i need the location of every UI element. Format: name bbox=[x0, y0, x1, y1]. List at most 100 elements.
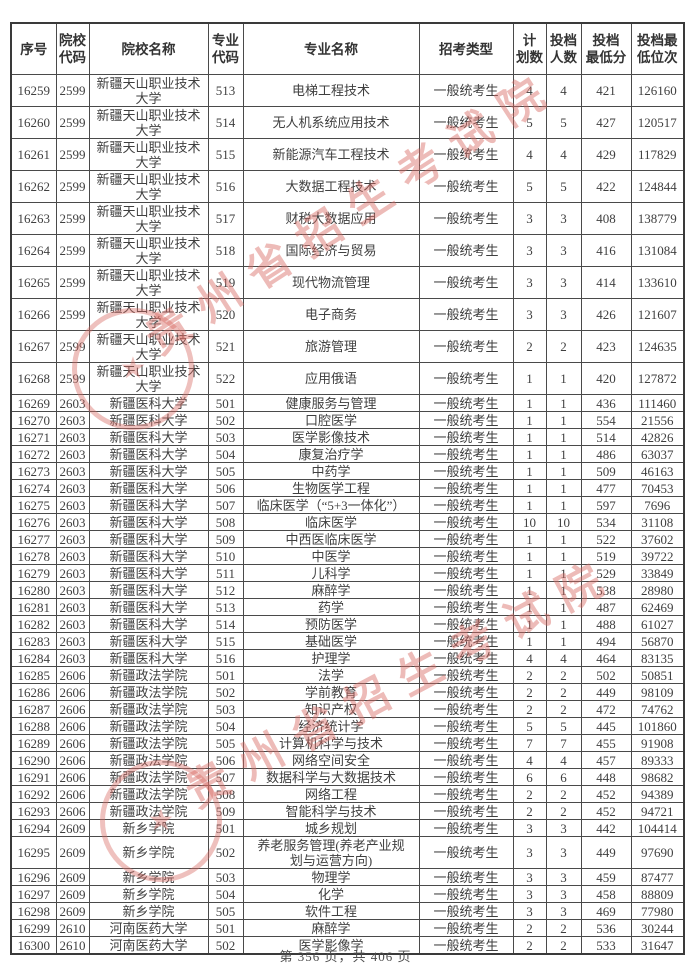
table-cell: 2599 bbox=[55, 106, 90, 139]
table-cell: 514 bbox=[580, 428, 632, 446]
table-cell: 436 bbox=[580, 394, 632, 412]
table-cell: 2 bbox=[512, 330, 547, 363]
table-cell: 28980 bbox=[630, 581, 685, 599]
table-cell: 458 bbox=[580, 885, 632, 903]
table-row: 16298 2609 新乡学院 505 软件工程 一般统考生 3 3 469 77980 bbox=[10, 902, 685, 920]
table-cell: 513 bbox=[207, 598, 244, 616]
table-cell: 21556 bbox=[630, 411, 685, 429]
table-cell: 469 bbox=[580, 902, 632, 920]
table-row: 16265 2599 新疆天山职业技术大学 519 现代物流管理 一般统考生 3 3 414 13… bbox=[10, 266, 685, 299]
table-cell: 7 bbox=[512, 734, 547, 752]
table-cell: 一般统考生 bbox=[418, 902, 514, 920]
table-cell: 597 bbox=[580, 496, 632, 514]
table-cell: 464 bbox=[580, 649, 632, 667]
column-header: 院校名称 bbox=[88, 22, 209, 75]
table-cell: 一般统考生 bbox=[418, 819, 514, 837]
table-cell: 5 bbox=[545, 170, 582, 203]
table-cell: 3 bbox=[545, 836, 582, 869]
table-cell: 一般统考生 bbox=[418, 666, 514, 684]
table-cell: 2 bbox=[545, 683, 582, 701]
table-cell: 5 bbox=[512, 717, 547, 735]
table-cell: 新疆天山职业技术大学 bbox=[88, 298, 209, 331]
table-cell: 1 bbox=[545, 362, 582, 395]
table-cell: 新能源汽车工程技术 bbox=[242, 138, 420, 171]
table-cell: 3 bbox=[512, 266, 547, 299]
table-cell: 一般统考生 bbox=[418, 885, 514, 903]
column-header: 专业名称 bbox=[242, 22, 420, 75]
table-cell: 529 bbox=[580, 564, 632, 582]
table-cell: 2609 bbox=[55, 902, 90, 920]
table-cell: 一般统考生 bbox=[418, 462, 514, 480]
table-cell: 87477 bbox=[630, 868, 685, 886]
table-cell: 426 bbox=[580, 298, 632, 331]
table-cell: 459 bbox=[580, 868, 632, 886]
table-row: 16271 2603 新疆医科大学 503 医学影像技术 一般统考生 1 1 514 42826 bbox=[10, 428, 685, 446]
table-cell: 知识产权 bbox=[242, 700, 420, 718]
table-row: 16268 2599 新疆天山职业技术大学 522 应用俄语 一般统考生 1 1 420 1278… bbox=[10, 362, 685, 395]
table-row: 16275 2603 新疆医科大学 507 临床医学（“5+3一体化”） 一般统考生 1 1 5… bbox=[10, 496, 685, 514]
table-cell: 522 bbox=[207, 362, 244, 395]
table-row: 16291 2606 新疆政法学院 507 数据科学与大数据技术 一般统考生 6 6 448 98… bbox=[10, 768, 685, 786]
table-cell: 一般统考生 bbox=[418, 734, 514, 752]
table-cell: 94721 bbox=[630, 802, 685, 820]
table-cell: 一般统考生 bbox=[418, 683, 514, 701]
column-header: 专业 代码 bbox=[207, 22, 244, 75]
table-cell: 新疆政法学院 bbox=[88, 666, 209, 684]
table-cell: 新疆医科大学 bbox=[88, 530, 209, 548]
table-cell: 16284 bbox=[10, 649, 57, 667]
table-row: 16290 2606 新疆政法学院 506 网络空间安全 一般统考生 4 4 457 89333 bbox=[10, 751, 685, 769]
table-cell: 新疆医科大学 bbox=[88, 649, 209, 667]
table-cell: 一般统考生 bbox=[418, 530, 514, 548]
table-cell: 新疆政法学院 bbox=[88, 751, 209, 769]
table-cell: 7 bbox=[545, 734, 582, 752]
table-cell: 儿科学 bbox=[242, 564, 420, 582]
table-cell: 4 bbox=[545, 649, 582, 667]
table-cell: 2603 bbox=[55, 632, 90, 650]
table-cell: 16264 bbox=[10, 234, 57, 267]
table-cell: 4 bbox=[545, 138, 582, 171]
table-cell: 16265 bbox=[10, 266, 57, 299]
table-row: 16262 2599 新疆天山职业技术大学 516 大数据工程技术 一般统考生 5 5 422 1… bbox=[10, 170, 685, 203]
table-cell: 1 bbox=[545, 394, 582, 412]
table-cell: 512 bbox=[207, 581, 244, 599]
table-cell: 494 bbox=[580, 632, 632, 650]
table-cell: 一般统考生 bbox=[418, 836, 514, 869]
table-cell: 2603 bbox=[55, 598, 90, 616]
table-cell: 117829 bbox=[630, 138, 685, 171]
table-cell: 新疆医科大学 bbox=[88, 513, 209, 531]
column-header: 投档最 低位次 bbox=[630, 22, 685, 75]
table-cell: 501 bbox=[207, 394, 244, 412]
table-cell: 新乡学院 bbox=[88, 902, 209, 920]
table-cell: 预防医学 bbox=[242, 615, 420, 633]
table-row: 16285 2606 新疆政法学院 501 法学 一般统考生 2 2 502 50851 bbox=[10, 666, 685, 684]
table-cell: 临床医学 bbox=[242, 513, 420, 531]
table-cell: 药学 bbox=[242, 598, 420, 616]
table-cell: 1 bbox=[545, 632, 582, 650]
table-cell: 124844 bbox=[630, 170, 685, 203]
table-cell: 501 bbox=[207, 666, 244, 684]
table-row: 16295 2609 新乡学院 502 养老服务管理(养老产业规划与运营方向) 一般统考生… bbox=[10, 836, 685, 869]
table-cell: 一般统考生 bbox=[418, 785, 514, 803]
table-cell: 一般统考生 bbox=[418, 632, 514, 650]
table-cell: 网络空间安全 bbox=[242, 751, 420, 769]
table-cell: 504 bbox=[207, 445, 244, 463]
table-cell: 502 bbox=[207, 683, 244, 701]
table-cell: 124635 bbox=[630, 330, 685, 363]
table-cell: 现代物流管理 bbox=[242, 266, 420, 299]
page-number: 第 356 页，共 406 页 bbox=[279, 949, 412, 964]
table-cell: 1 bbox=[545, 445, 582, 463]
table-cell: 503 bbox=[207, 428, 244, 446]
table-cell: 16273 bbox=[10, 462, 57, 480]
admission-score-table: 序号 院校 代码 院校名称 专业 代码 专业名称 招考类型计 划数 投档 人数 投档 最低分投… bbox=[10, 22, 685, 955]
table-cell: 487 bbox=[580, 598, 632, 616]
table-cell: 452 bbox=[580, 785, 632, 803]
table-cell: 一般统考生 bbox=[418, 479, 514, 497]
table-cell: 2 bbox=[545, 785, 582, 803]
table-cell: 88809 bbox=[630, 885, 685, 903]
table-cell: 新疆医科大学 bbox=[88, 598, 209, 616]
table-cell: 50851 bbox=[630, 666, 685, 684]
table-cell: 502 bbox=[580, 666, 632, 684]
table-cell: 养老服务管理(养老产业规划与运营方向) bbox=[242, 836, 420, 869]
table-cell: 16281 bbox=[10, 598, 57, 616]
